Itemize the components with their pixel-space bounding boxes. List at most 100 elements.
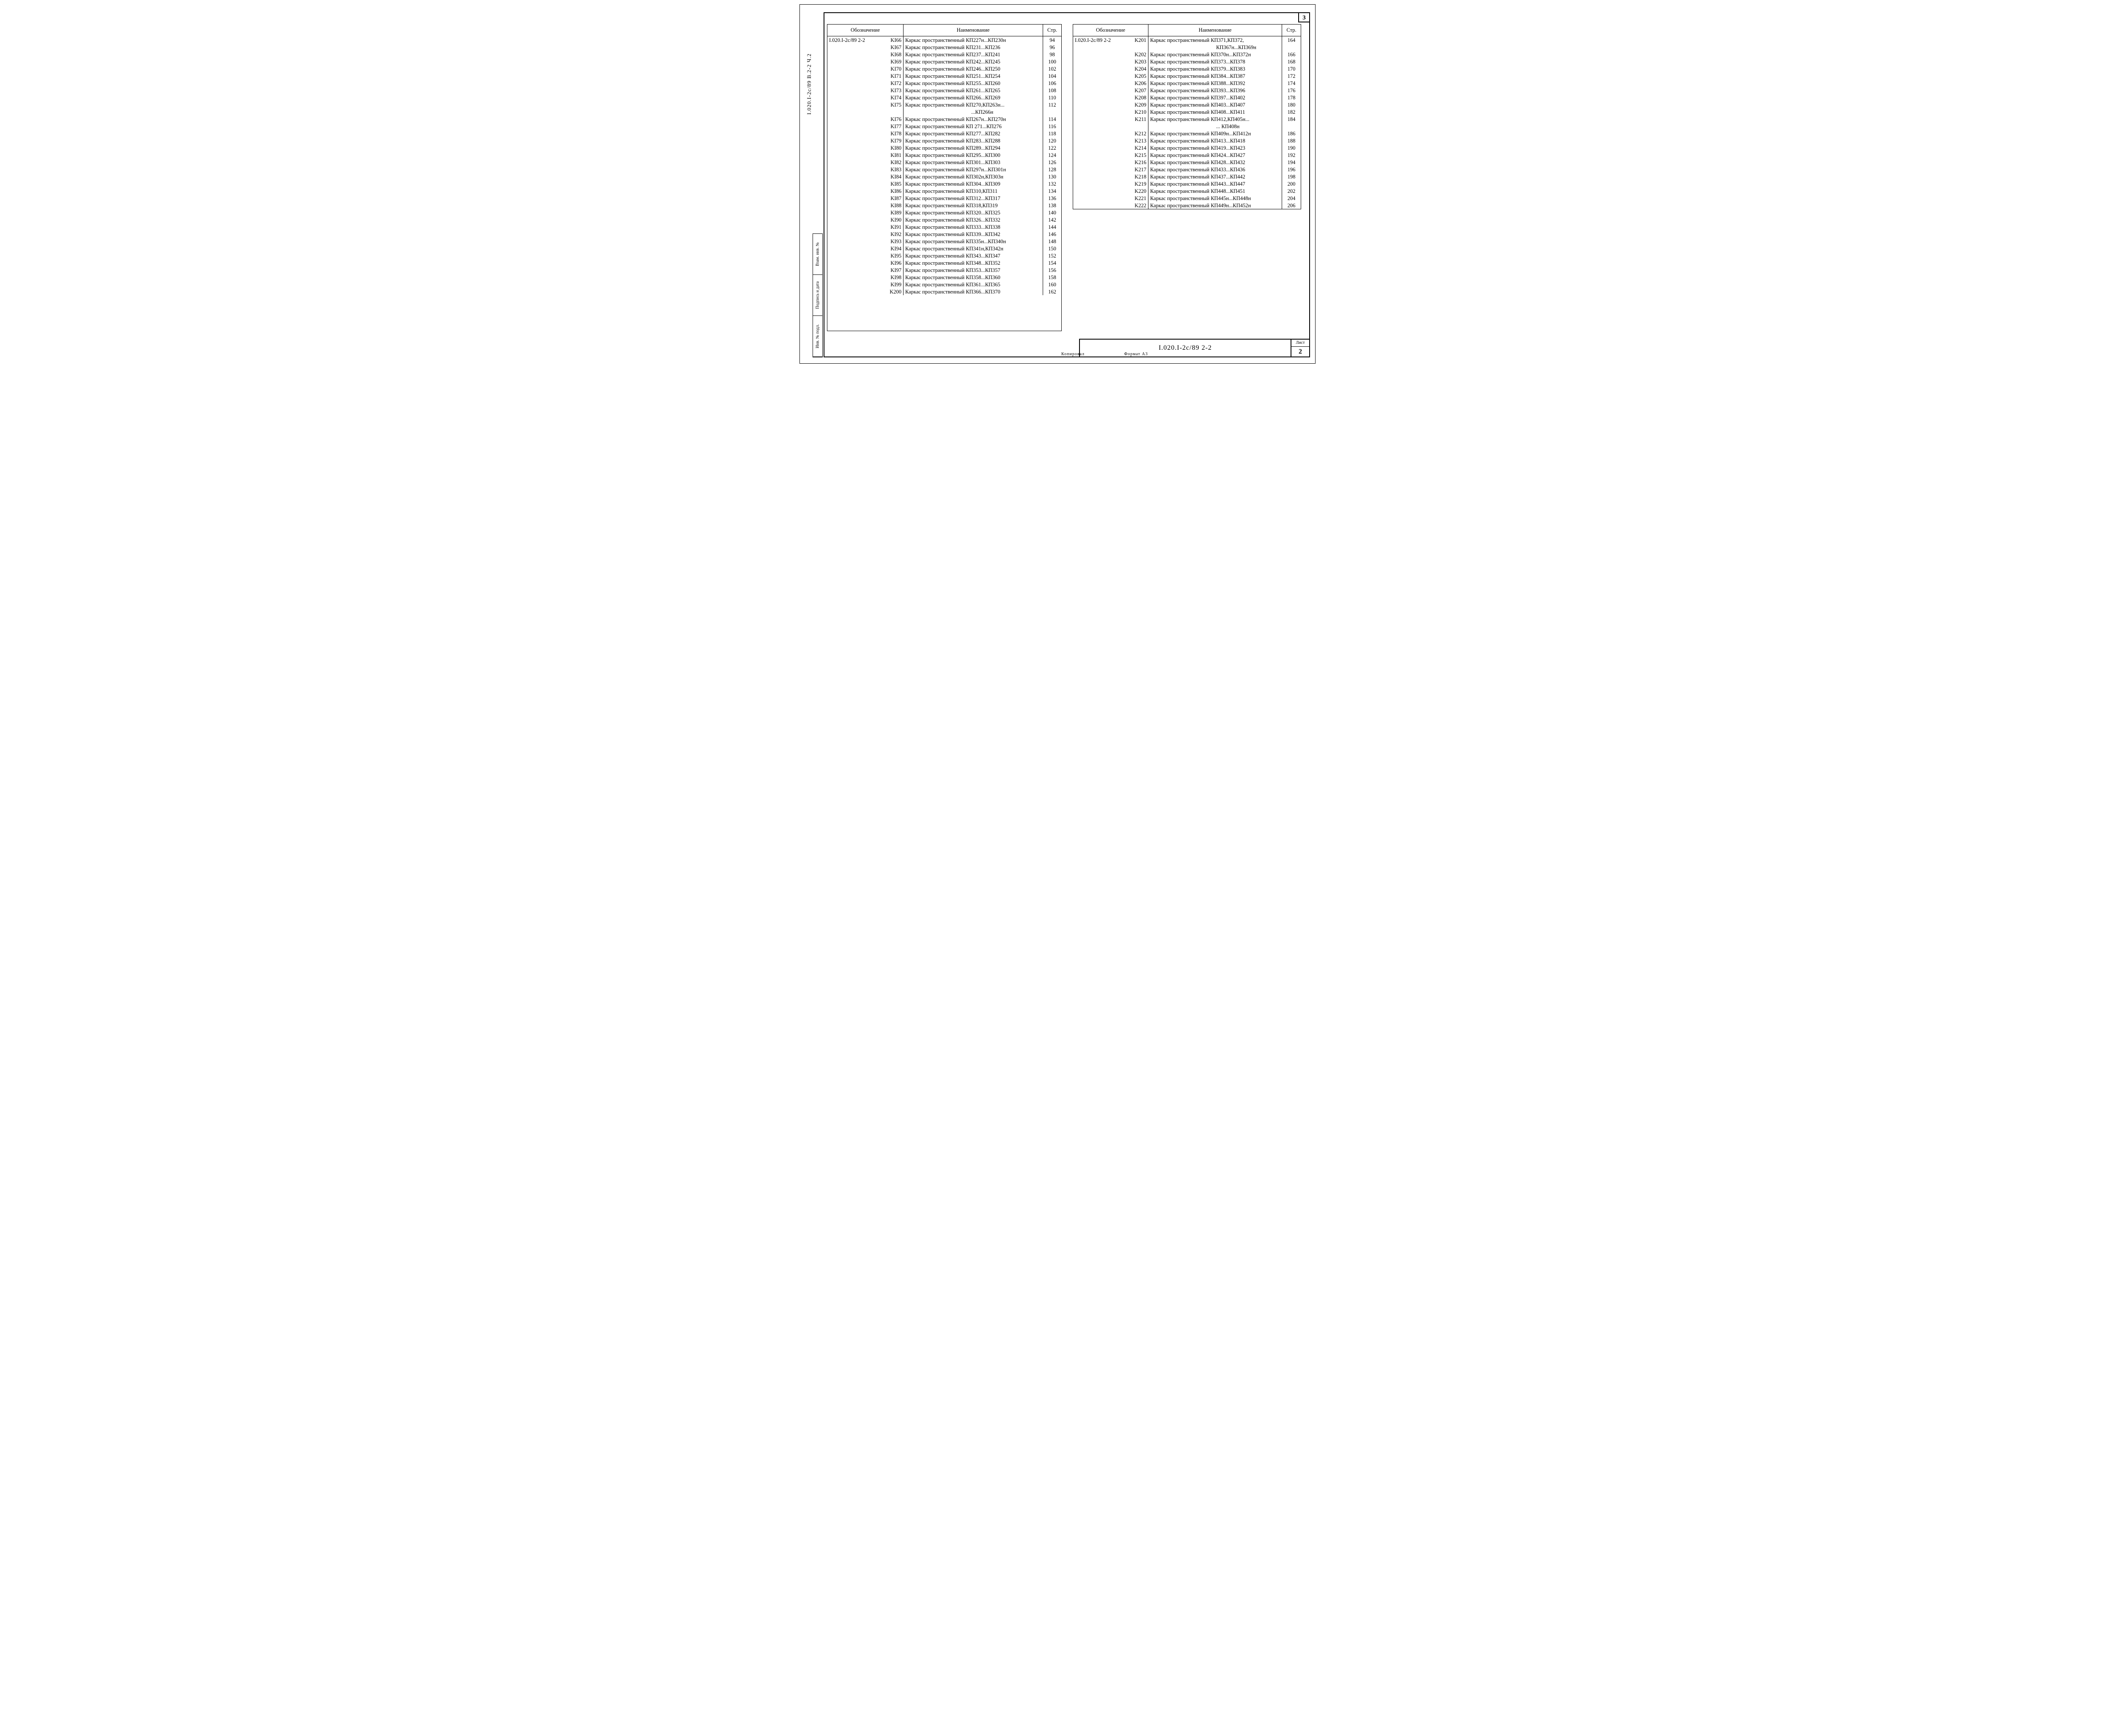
- cell-designation: KI84: [827, 173, 904, 180]
- cell-name: Каркас пространственный КП412,КП405н...: [1148, 115, 1282, 123]
- cell-designation: KI76: [827, 115, 904, 123]
- cell-designation: K221: [1073, 195, 1148, 202]
- row-code: KI74: [890, 95, 901, 101]
- cell-name: Каркас пространственный КП428...КП432: [1148, 159, 1282, 166]
- row-code: KI97: [890, 267, 901, 273]
- table-row: KI80Каркас пространственный КП289...КП29…: [827, 144, 1061, 151]
- row-code: K210: [1134, 109, 1146, 115]
- table-row: KI79Каркас пространственный КП283...КП28…: [827, 137, 1061, 144]
- row-code: K217: [1134, 167, 1146, 173]
- cell-page: [1282, 123, 1301, 130]
- cell-designation: K219: [1073, 180, 1148, 187]
- cell-page: 140: [1043, 209, 1061, 216]
- stamp-cell: Взам. инв. №: [813, 234, 822, 274]
- row-code: K216: [1134, 159, 1146, 165]
- cell-designation: KI71: [827, 72, 904, 80]
- cell-designation: KI72: [827, 80, 904, 87]
- cell-page: 126: [1043, 159, 1061, 166]
- cell-designation: KI81: [827, 151, 904, 159]
- stamp-text: Взам. инв. №: [816, 242, 820, 266]
- row-code: K203: [1134, 59, 1146, 65]
- cell-designation: K206: [1073, 80, 1148, 87]
- cell-page: 132: [1043, 180, 1061, 187]
- row-code: KI94: [890, 246, 901, 252]
- cell-name: Каркас пространственный КП371,КП372,: [1148, 36, 1282, 44]
- cell-page: 192: [1282, 151, 1301, 159]
- row-code: KI99: [890, 282, 901, 288]
- table-row: KI70Каркас пространственный КП246...КП25…: [827, 65, 1061, 72]
- cell-page: 162: [1043, 288, 1061, 295]
- cell-page: 120: [1043, 137, 1061, 144]
- cell-name: Каркас пространственный КП408...КП411: [1148, 108, 1282, 115]
- table-row: K218Каркас пространственный КП437...КП44…: [1073, 173, 1301, 180]
- table-body: I.020.I-2с/89 2-2 KI66Каркас пространств…: [827, 36, 1061, 295]
- cell-page: 206: [1282, 202, 1301, 209]
- cell-page: 136: [1043, 195, 1061, 202]
- row-code: KI83: [890, 167, 901, 173]
- row-code: KI76: [890, 116, 901, 122]
- cell-name: Каркас пространственный КП388...КП392: [1148, 80, 1282, 87]
- table-row: K205Каркас пространственный КП384...КП38…: [1073, 72, 1301, 80]
- table-row: I.020.I-2с/89 2-2 K201Каркас пространств…: [1073, 36, 1301, 44]
- cell-designation: KI93: [827, 238, 904, 245]
- cell-page: 194: [1282, 159, 1301, 166]
- cell-page: 104: [1043, 72, 1061, 80]
- table-row: KI73Каркас пространственный КП261...КП26…: [827, 87, 1061, 94]
- cell-designation: K203: [1073, 58, 1148, 65]
- table-header: Обозначение Наименование Стр.: [1073, 25, 1301, 36]
- cell-designation: K204: [1073, 65, 1148, 72]
- cell-page: 102: [1043, 65, 1061, 72]
- table-row: ...КП266н: [827, 108, 1061, 115]
- row-code: K215: [1134, 152, 1146, 158]
- cell-name: Каркас пространственный КП301...КП303: [904, 159, 1043, 166]
- cell-designation: KI88: [827, 202, 904, 209]
- cell-page: 96: [1043, 44, 1061, 51]
- cell-designation: K209: [1073, 101, 1148, 108]
- table-row: КП367н...КП369н: [1073, 44, 1301, 51]
- cell-page: 98: [1043, 51, 1061, 58]
- cell-designation: KI68: [827, 51, 904, 58]
- cell-name: Каркас пространственный КП419...КП423: [1148, 144, 1282, 151]
- cell-name: Каркас пространственный КП302н,КП303н: [904, 173, 1043, 180]
- cell-page: 156: [1043, 266, 1061, 274]
- col-name: Наименование: [1148, 25, 1282, 36]
- row-code: KI91: [890, 224, 901, 230]
- cell-designation: KI87: [827, 195, 904, 202]
- left-stamp-column: Взам. инв. № Подпись и дата Инв. № подл.: [813, 233, 823, 357]
- table-row: KI75Каркас пространственный КП270,КП263н…: [827, 101, 1061, 108]
- table-row: KI68Каркас пространственный КП237...КП24…: [827, 51, 1061, 58]
- cell-name: Каркас пространственный КП310,КП311: [904, 187, 1043, 195]
- cell-designation: K210: [1073, 108, 1148, 115]
- row-code: KI88: [890, 203, 901, 208]
- cell-name: Каркас пространственный КП393...КП396: [1148, 87, 1282, 94]
- cell-name: ... КП408н: [1148, 123, 1282, 130]
- cell-designation: K222: [1073, 202, 1148, 209]
- row-code: K204: [1134, 66, 1146, 72]
- table-row: KI93Каркас пространственный КП335н...КП3…: [827, 238, 1061, 245]
- cell-page: 170: [1282, 65, 1301, 72]
- cell-name: Каркас пространственный КП409н...КП412н: [1148, 130, 1282, 137]
- row-code: KI82: [890, 159, 901, 165]
- cell-designation: KI83: [827, 166, 904, 173]
- row-code: K221: [1134, 195, 1146, 201]
- cell-name: Каркас пространственный КП445н...КП448н: [1148, 195, 1282, 202]
- cell-page: 188: [1282, 137, 1301, 144]
- table-row: K210Каркас пространственный КП408...КП41…: [1073, 108, 1301, 115]
- cell-name: Каркас пространственный КП227н...КП230н: [904, 36, 1043, 44]
- table-row: K215Каркас пространственный КП424...КП42…: [1073, 151, 1301, 159]
- cell-name: Каркас пространственный КП261...КП265: [904, 87, 1043, 94]
- table-row: KI95Каркас пространственный КП343...КП34…: [827, 252, 1061, 259]
- table-row: K207Каркас пространственный КП393...КП39…: [1073, 87, 1301, 94]
- cell-page: 110: [1043, 94, 1061, 101]
- footer-notes: Копировал Формат A3: [1061, 352, 1186, 357]
- cell-page: 100: [1043, 58, 1061, 65]
- row-code: KI77: [890, 123, 901, 129]
- cell-designation: K202: [1073, 51, 1148, 58]
- cell-name: Каркас пространственный КП255...КП260: [904, 80, 1043, 87]
- row-code: KI68: [890, 52, 901, 58]
- cell-name: Каркас пространственный КП320...КП325: [904, 209, 1043, 216]
- cell-page: 108: [1043, 87, 1061, 94]
- table-row: KI91Каркас пространственный КП333...КП33…: [827, 223, 1061, 230]
- table-row: KI76Каркас пространственный КП267н...КП2…: [827, 115, 1061, 123]
- cell-name: Каркас пространственный КП242...КП245: [904, 58, 1043, 65]
